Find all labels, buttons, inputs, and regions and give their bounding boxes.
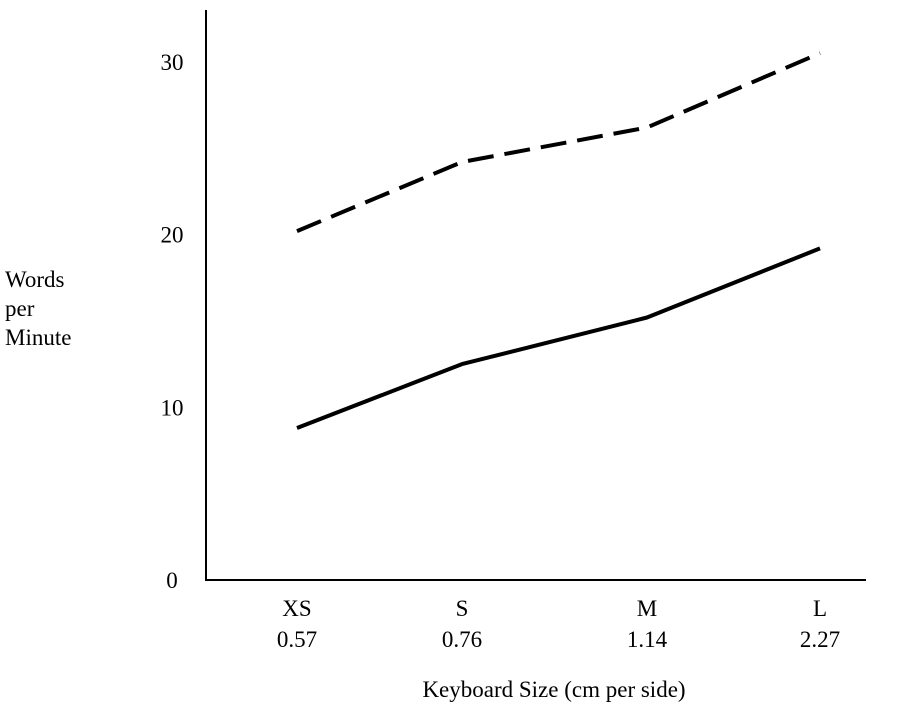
x-tick-sublabel: 2.27 [800, 627, 840, 652]
x-tick-sublabel: 0.57 [277, 627, 317, 652]
x-tick-labels: XS 0.57 S 0.76 M 1.14 L 2.27 [277, 596, 840, 652]
y-tick-label: 30 [161, 50, 184, 75]
x-tick-label: XS [282, 596, 311, 621]
y-axis-title-line: per [5, 296, 35, 321]
y-tick-labels: 0 10 20 30 [161, 50, 184, 593]
x-tick-label: M [637, 596, 657, 621]
y-tick-label: 10 [161, 395, 184, 420]
y-axis-title: Words per Minute [5, 267, 71, 350]
y-tick-label: 20 [161, 223, 184, 248]
x-tick-label: L [813, 596, 827, 621]
x-tick-label: S [456, 596, 469, 621]
solid-series-line [296, 246, 821, 430]
y-axis-title-line: Minute [5, 325, 71, 350]
x-axis-title: Keyboard Size (cm per side) [422, 677, 685, 702]
x-tick-sublabel: 1.14 [627, 627, 668, 652]
y-tick-label: 0 [166, 568, 178, 593]
dashed-series-line [296, 51, 821, 233]
series-layer [296, 51, 821, 430]
y-axis-title-line: Words [5, 267, 65, 292]
x-tick-sublabel: 0.76 [442, 627, 482, 652]
